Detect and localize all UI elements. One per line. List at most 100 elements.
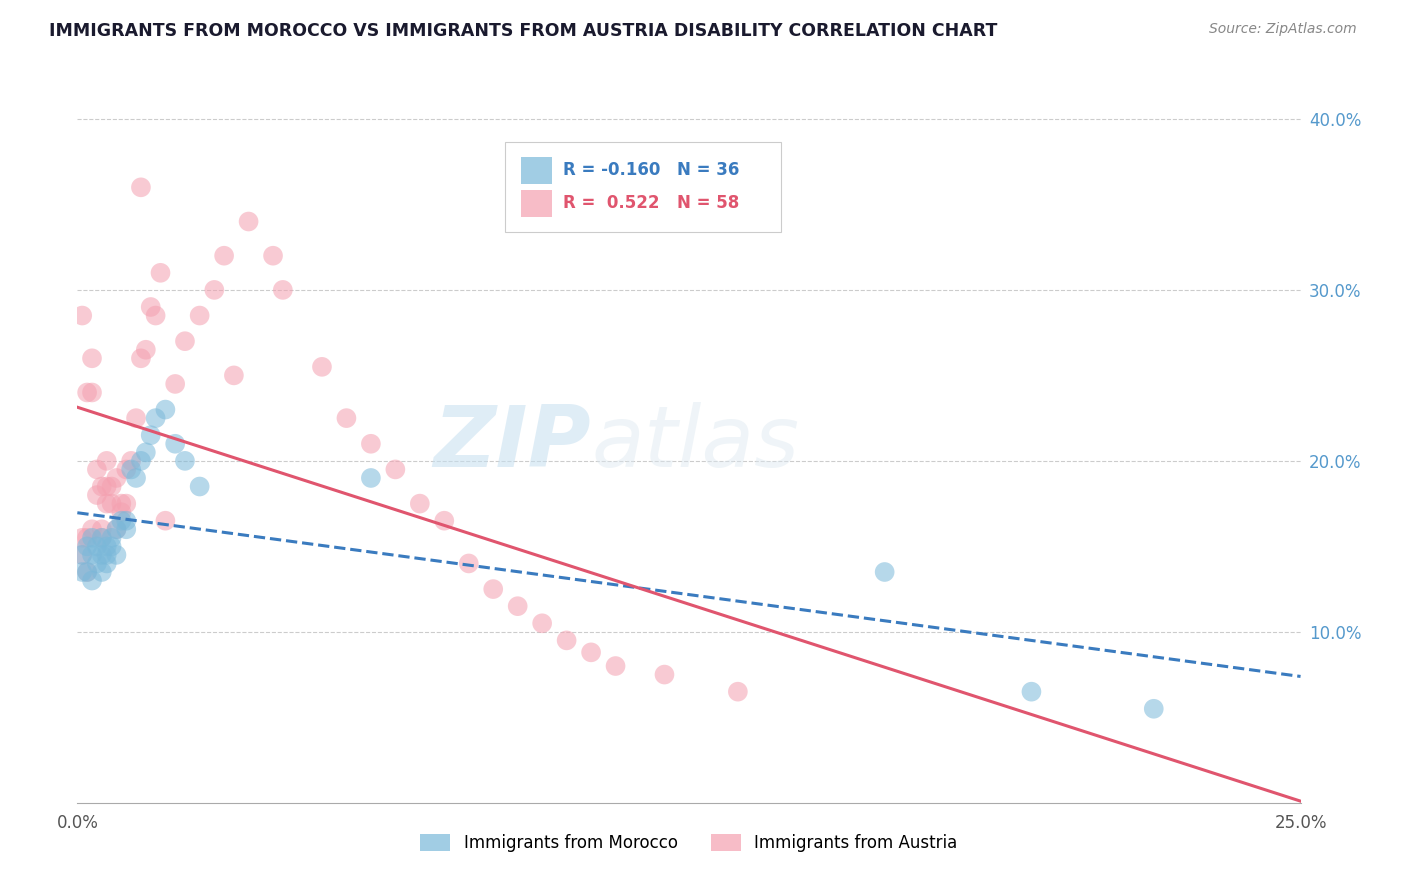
Immigrants from Austria — [202, 283, 225, 297]
Immigrants from Austria — [105, 522, 128, 536]
Immigrants from Austria — [80, 385, 103, 400]
Immigrants from Austria — [579, 645, 602, 659]
Immigrants from Morocco — [80, 574, 103, 588]
Immigrants from Austria — [506, 599, 529, 614]
Immigrants from Austria — [100, 497, 122, 511]
Immigrants from Morocco — [86, 557, 108, 571]
Immigrants from Morocco — [96, 557, 118, 571]
Immigrants from Morocco — [105, 548, 128, 562]
Immigrants from Morocco — [90, 548, 112, 562]
Immigrants from Morocco — [76, 539, 98, 553]
Immigrants from Austria — [727, 684, 749, 698]
Immigrants from Austria — [335, 411, 357, 425]
Immigrants from Austria — [90, 522, 112, 536]
Text: atlas: atlas — [591, 402, 799, 485]
Immigrants from Austria — [129, 180, 152, 194]
Immigrants from Austria — [80, 522, 103, 536]
Immigrants from Austria — [115, 462, 138, 476]
Immigrants from Austria — [125, 411, 148, 425]
Immigrants from Austria — [96, 454, 118, 468]
Immigrants from Austria — [70, 531, 93, 545]
Immigrants from Morocco — [135, 445, 157, 459]
Immigrants from Austria — [531, 616, 554, 631]
Immigrants from Morocco — [125, 471, 148, 485]
Immigrants from Morocco — [96, 539, 118, 553]
Immigrants from Morocco — [174, 454, 197, 468]
Immigrants from Morocco — [1021, 684, 1043, 698]
Immigrants from Austria — [145, 309, 167, 323]
Immigrants from Austria — [271, 283, 294, 297]
Immigrants from Austria — [120, 454, 142, 468]
Immigrants from Morocco — [90, 531, 112, 545]
Immigrants from Morocco — [165, 436, 187, 450]
Immigrants from Austria — [155, 514, 177, 528]
Immigrants from Morocco — [129, 454, 152, 468]
Text: N = 58: N = 58 — [676, 194, 740, 212]
Immigrants from Austria — [149, 266, 172, 280]
Text: N = 36: N = 36 — [676, 161, 740, 179]
Immigrants from Morocco — [1143, 702, 1166, 716]
Legend: Immigrants from Morocco, Immigrants from Austria: Immigrants from Morocco, Immigrants from… — [413, 828, 965, 859]
Immigrants from Austria — [605, 659, 627, 673]
Immigrants from Austria — [212, 249, 235, 263]
Immigrants from Austria — [135, 343, 157, 357]
FancyBboxPatch shape — [522, 190, 553, 217]
Immigrants from Morocco — [80, 548, 103, 562]
Immigrants from Austria — [110, 497, 132, 511]
Immigrants from Morocco — [90, 565, 112, 579]
Immigrants from Austria — [165, 376, 187, 391]
Immigrants from Austria — [188, 309, 211, 323]
Immigrants from Austria — [110, 505, 132, 519]
Immigrants from Austria — [86, 488, 108, 502]
Immigrants from Austria — [76, 385, 98, 400]
Immigrants from Morocco — [86, 539, 108, 553]
Immigrants from Austria — [222, 368, 245, 383]
Immigrants from Austria — [90, 479, 112, 493]
Immigrants from Austria — [115, 497, 138, 511]
Immigrants from Austria — [384, 462, 406, 476]
Immigrants from Austria — [86, 462, 108, 476]
Immigrants from Austria — [76, 565, 98, 579]
Immigrants from Morocco — [100, 531, 122, 545]
Immigrants from Morocco — [145, 411, 167, 425]
Immigrants from Austria — [129, 351, 152, 366]
Text: ZIP: ZIP — [433, 402, 591, 485]
Immigrants from Austria — [457, 557, 479, 571]
FancyBboxPatch shape — [506, 142, 780, 232]
Immigrants from Austria — [433, 514, 456, 528]
Immigrants from Austria — [90, 531, 112, 545]
Immigrants from Morocco — [155, 402, 177, 417]
FancyBboxPatch shape — [522, 157, 553, 184]
Immigrants from Morocco — [100, 539, 122, 553]
Immigrants from Austria — [96, 497, 118, 511]
Immigrants from Morocco — [80, 531, 103, 545]
Immigrants from Austria — [70, 309, 93, 323]
Immigrants from Austria — [360, 436, 382, 450]
Immigrants from Austria — [482, 582, 505, 596]
Immigrants from Morocco — [120, 462, 142, 476]
Immigrants from Morocco — [96, 548, 118, 562]
Immigrants from Morocco — [70, 548, 93, 562]
Immigrants from Morocco — [873, 565, 896, 579]
Immigrants from Austria — [76, 531, 98, 545]
Immigrants from Austria — [100, 479, 122, 493]
Immigrants from Morocco — [188, 479, 211, 493]
Immigrants from Austria — [262, 249, 284, 263]
Immigrants from Austria — [555, 633, 578, 648]
Text: IMMIGRANTS FROM MOROCCO VS IMMIGRANTS FROM AUSTRIA DISABILITY CORRELATION CHART: IMMIGRANTS FROM MOROCCO VS IMMIGRANTS FR… — [49, 22, 998, 40]
Immigrants from Austria — [70, 548, 93, 562]
Immigrants from Morocco — [139, 428, 162, 442]
Immigrants from Austria — [654, 667, 676, 681]
Text: R = -0.160: R = -0.160 — [562, 161, 661, 179]
Immigrants from Austria — [311, 359, 333, 374]
Immigrants from Austria — [139, 300, 162, 314]
Immigrants from Austria — [174, 334, 197, 348]
Immigrants from Morocco — [360, 471, 382, 485]
Immigrants from Austria — [80, 351, 103, 366]
Immigrants from Morocco — [105, 522, 128, 536]
Immigrants from Morocco — [70, 565, 93, 579]
Immigrants from Austria — [96, 479, 118, 493]
Immigrants from Morocco — [110, 514, 132, 528]
Immigrants from Morocco — [115, 522, 138, 536]
Immigrants from Morocco — [76, 565, 98, 579]
